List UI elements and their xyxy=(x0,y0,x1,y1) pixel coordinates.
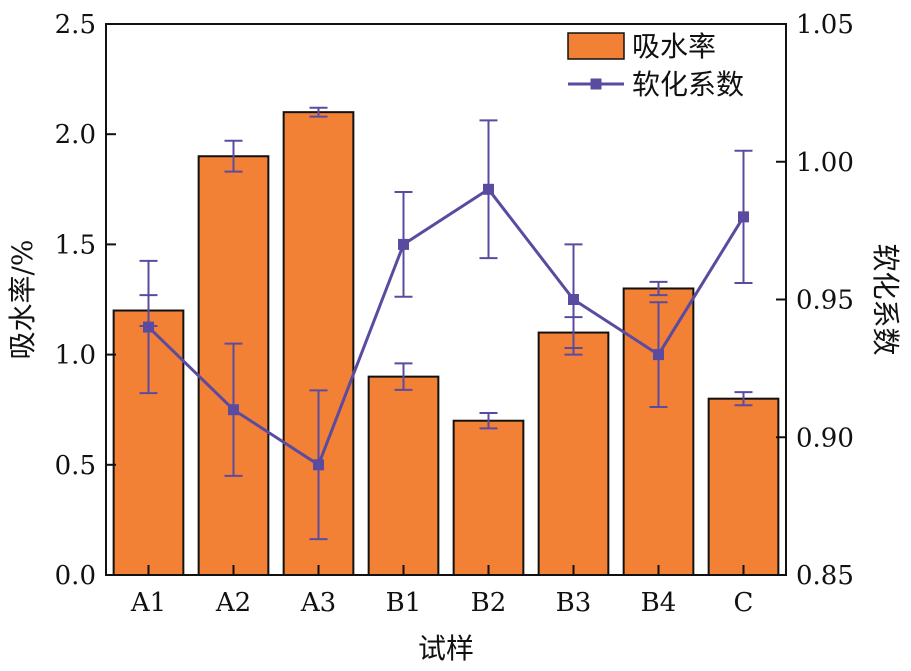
legend-line-label: 软化系数 xyxy=(632,68,744,101)
left-axis-title: 吸水率/% xyxy=(6,239,39,359)
bar-C xyxy=(707,397,780,576)
right-tick-label: 0.90 xyxy=(796,423,854,453)
right-axis: 0.85 0.90 0.95 1.00 1.05 xyxy=(776,10,854,591)
x-axis: A1 A2 A3 B1 B2 B3 B4 C xyxy=(130,565,754,618)
left-tick-label: 0.5 xyxy=(55,451,96,481)
x-tick-label: C xyxy=(734,588,754,618)
right-tick-label: 1.00 xyxy=(796,148,854,178)
bars-layer xyxy=(112,111,780,577)
x-axis-title: 试样 xyxy=(418,632,474,665)
bar-B4 xyxy=(622,287,695,576)
right-tick-label: 0.85 xyxy=(796,561,854,591)
line-point-B4 xyxy=(653,349,664,361)
left-tick-label: 2.5 xyxy=(55,10,96,40)
line-point-A1 xyxy=(143,321,154,333)
line-point-B2 xyxy=(483,183,494,195)
line-point-B1 xyxy=(398,238,409,250)
x-tick-label: B4 xyxy=(641,588,677,618)
x-tick-label: A3 xyxy=(300,588,336,618)
bar-B2 xyxy=(452,419,525,576)
left-axis: 0.0 0.5 1.0 1.5 2.0 2.5 xyxy=(55,10,116,591)
line-point-B3 xyxy=(568,294,579,305)
x-tick-label: B1 xyxy=(386,588,422,618)
legend-bar-swatch xyxy=(567,32,625,60)
x-tick-label: A2 xyxy=(215,588,251,618)
line-point-A3 xyxy=(313,459,324,471)
x-tick-label: B3 xyxy=(556,588,592,618)
softening-line xyxy=(147,187,745,468)
left-tick-label: 2.0 xyxy=(55,120,96,150)
left-tick-label: 1.5 xyxy=(55,230,96,260)
right-tick-label: 1.05 xyxy=(796,10,854,40)
legend: 吸水率 软化系数 xyxy=(567,30,744,101)
left-tick-label: 1.0 xyxy=(55,341,96,371)
bar-B1 xyxy=(367,375,440,577)
right-tick-label: 0.95 xyxy=(796,286,854,316)
x-tick-label: B2 xyxy=(471,588,507,618)
x-tick-label: A1 xyxy=(130,588,166,618)
line-point-A2 xyxy=(228,404,239,416)
legend-bar-label: 吸水率 xyxy=(632,30,716,63)
legend-line-marker xyxy=(590,78,602,90)
left-tick-label: 0.0 xyxy=(55,561,96,591)
line-point-C xyxy=(738,211,749,223)
line-layer xyxy=(139,119,753,541)
right-axis-title: 软化系数 xyxy=(869,243,902,355)
bar-B3 xyxy=(537,331,610,576)
